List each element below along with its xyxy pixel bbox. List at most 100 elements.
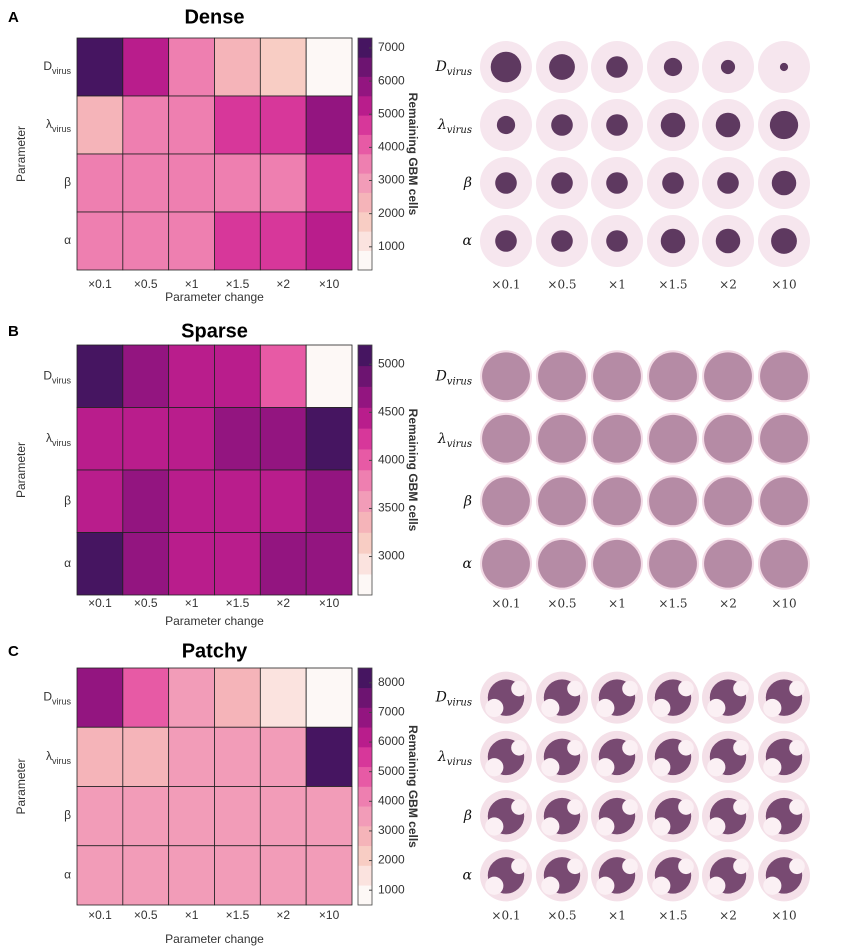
heat-cell (306, 470, 352, 533)
sim-patch (596, 877, 614, 895)
sim-tumor (649, 477, 697, 525)
x-tick-label: ×1 (185, 596, 199, 610)
heat-cell (260, 533, 306, 596)
heat-cell (215, 727, 261, 786)
heat-cell (215, 408, 261, 471)
sim-patch (678, 681, 694, 697)
sim-tumor (760, 415, 808, 463)
colorbar-band (358, 470, 372, 491)
image-column-label: ×1 (608, 278, 626, 292)
row-label-base: α (463, 556, 473, 572)
colorbar-tick-label: 2000 (378, 206, 405, 220)
sim-patch (622, 858, 638, 874)
sim-tumor (497, 116, 515, 134)
row-label: Dvirus (43, 368, 71, 385)
image-column-label: ×10 (771, 909, 796, 923)
x-tick-label: ×2 (276, 908, 290, 922)
colorbar-band (358, 885, 372, 905)
row-label: β (64, 175, 71, 189)
colorbar-band (358, 77, 372, 97)
sim-tumor (704, 477, 752, 525)
image-column-label: ×1.5 (658, 597, 687, 611)
colorbar-tick-label: 4500 (378, 404, 405, 418)
image-column-label: ×1.5 (658, 278, 687, 292)
x-tick-label: ×0.1 (88, 596, 112, 610)
colorbar-band (358, 512, 372, 533)
colorbar-tick-label: 5000 (378, 106, 405, 120)
sim-patch (652, 758, 670, 776)
heat-cell (77, 668, 123, 727)
row-label: λvirus (437, 117, 472, 136)
sim-patch (789, 681, 805, 697)
heat-cell (260, 154, 306, 212)
sim-tumor (760, 477, 808, 525)
row-label-base: β (64, 808, 71, 822)
sim-tumor (704, 540, 752, 588)
sim-patch (678, 740, 694, 756)
row-label: Dvirus (435, 59, 472, 78)
sim-patch (485, 817, 503, 835)
heat-cell (77, 212, 123, 270)
sim-tumor (551, 114, 573, 136)
colorbar-label: Remaining GBM cells (406, 93, 420, 216)
row-label-sub: virus (447, 125, 472, 136)
heat-cell (77, 408, 123, 471)
colorbar-band (358, 866, 372, 886)
row-label: β (64, 493, 71, 507)
colorbar-tick-label: 3000 (378, 173, 405, 187)
sim-tumor (649, 415, 697, 463)
heat-cell (169, 787, 215, 846)
row-label: α (463, 867, 473, 883)
colorbar-band (358, 193, 372, 213)
row-label: α (463, 233, 473, 249)
sim-patch (622, 740, 638, 756)
colorbar-band (358, 173, 372, 193)
row-label-base: β (64, 175, 71, 189)
row-label: α (64, 556, 71, 570)
heat-cell (215, 38, 261, 96)
heat-cell (260, 668, 306, 727)
heat-cell (77, 38, 123, 96)
heat-cell (306, 533, 352, 596)
sim-patch (596, 817, 614, 835)
row-label-sub: virus (447, 376, 472, 387)
heat-cell (123, 408, 169, 471)
heat-cell (306, 154, 352, 212)
heat-cell (77, 787, 123, 846)
sim-tumor (538, 352, 586, 400)
sim-patch (541, 699, 559, 717)
sim-patch (707, 758, 725, 776)
row-label: β (463, 808, 472, 824)
chart-title: Sparse (181, 320, 248, 342)
heat-cell (260, 846, 306, 905)
heat-cell (169, 212, 215, 270)
sim-patch (596, 699, 614, 717)
sim-patch (511, 681, 527, 697)
row-label-base: λ (437, 749, 447, 765)
chart-title: Patchy (182, 640, 248, 662)
sim-patch (652, 877, 670, 895)
colorbar-band (358, 115, 372, 135)
sim-tumor (495, 172, 517, 194)
sim-tumor (649, 352, 697, 400)
image-column-label: ×1.5 (658, 909, 687, 923)
heat-cell (123, 787, 169, 846)
row-label-base: α (64, 868, 71, 882)
sim-patch (622, 681, 638, 697)
heat-cell (260, 408, 306, 471)
heat-cell (123, 38, 169, 96)
heat-cell (260, 727, 306, 786)
row-label: β (64, 808, 71, 822)
row-label-base: α (463, 233, 473, 249)
x-tick-label: ×0.5 (134, 908, 158, 922)
sim-tumor (606, 230, 628, 252)
row-label: α (64, 868, 71, 882)
row-label-sub: virus (447, 697, 472, 708)
colorbar-band (358, 231, 372, 251)
heat-cell (123, 212, 169, 270)
sim-patch (567, 740, 583, 756)
row-label-base: D (43, 368, 52, 382)
x-tick-label: ×10 (319, 596, 340, 610)
heat-cell (169, 668, 215, 727)
colorbar-band (358, 366, 372, 387)
